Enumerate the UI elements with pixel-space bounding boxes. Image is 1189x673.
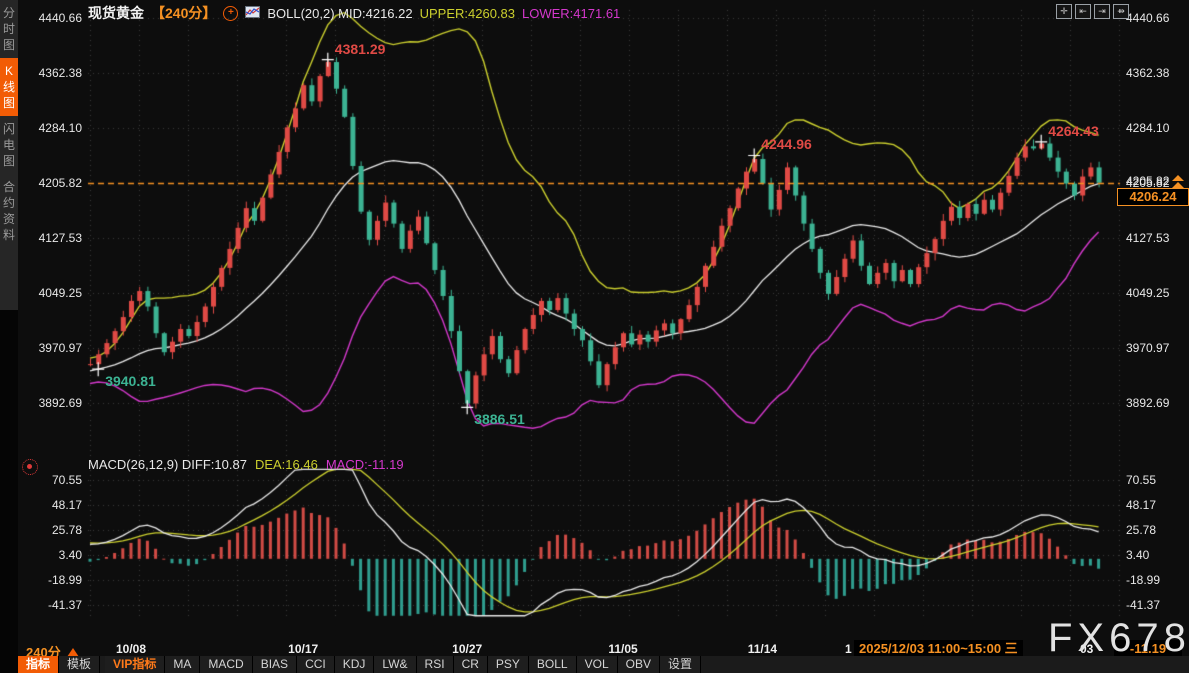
macd-tick-right: -41.37: [1126, 598, 1161, 612]
swing-low-label: 3886.51: [474, 411, 525, 428]
sidebar: 分时图 K线图闪电图合约资料: [0, 0, 18, 673]
price-tick-right: 4440.66: [1126, 11, 1170, 25]
period-selector[interactable]: 【240分】: [151, 5, 217, 21]
macd-tick-right: -18.99: [1126, 573, 1161, 587]
toolbar-button[interactable]: PSY: [487, 656, 529, 673]
macd-tick-left: 48.17: [51, 497, 82, 512]
fx678-watermark: FX678: [1048, 616, 1189, 660]
price-tick-left: 4284.10: [38, 120, 82, 135]
macd-tick-left: 70.55: [51, 473, 82, 487]
sidebar-tab-item[interactable]: 闪电图: [2, 122, 15, 168]
price-tick-right: 3892.69: [1126, 396, 1170, 410]
indicator-toolbar: 指标 模板 VIP指标 MA MACD BIAS CCI KDJ LW& RSI CR PSY BOLL…: [18, 656, 1189, 673]
date-tick-partial: 1: [845, 642, 852, 656]
date-tick: 10/17: [288, 642, 319, 656]
sidebar-tab-item[interactable]: 合约资料: [2, 180, 15, 242]
price-tick-right: 4049.25: [1126, 286, 1170, 300]
shift-right-icon[interactable]: ⇻: [1113, 4, 1129, 19]
toolbar-button[interactable]: 设置: [659, 656, 701, 673]
date-tick: 10/08: [115, 642, 147, 656]
price-tick-right: 4362.38: [1126, 65, 1170, 80]
toolbar-button[interactable]: RSI: [416, 656, 454, 673]
sidebar-tab-item[interactable]: 分时图: [2, 6, 15, 52]
toolbar-button[interactable]: 指标: [18, 656, 60, 673]
price-up-arrows-icon: [1172, 174, 1184, 189]
macd-tick-right: 48.17: [1126, 497, 1157, 512]
circle-plus-icon[interactable]: +: [223, 5, 239, 21]
drawing-anchor-icon[interactable]: [22, 459, 38, 475]
price-tick-right: 4284.10: [1126, 120, 1170, 135]
macd-tick-left: -18.99: [47, 573, 82, 587]
corner-value-box: -11.19: [1114, 640, 1182, 657]
compress-right-icon[interactable]: ⇥: [1094, 4, 1110, 19]
macd-tick-left: 25.78: [51, 523, 82, 537]
price-tick-left: 4049.25: [38, 286, 82, 300]
boll-mid-readout: BOLL(20,2) MID:4216.22: [267, 5, 413, 21]
up-triangle-icon: [66, 648, 79, 657]
macd-tick-left: 3.40: [58, 547, 82, 562]
toolbar-button[interactable]: CCI: [297, 656, 335, 673]
toolbar-button[interactable]: MACD: [200, 656, 253, 673]
macd-diff-readout: MACD(26,12,9) DIFF:10.87: [88, 457, 247, 472]
sidebar-tabs: 分时图 K线图闪电图合约资料: [0, 0, 18, 310]
macd-dea-readout: DEA:16.46: [254, 457, 318, 472]
symbol-name: 现货黄金: [88, 5, 144, 21]
axis-price-label: 4205.82: [1126, 173, 1170, 188]
pan-cross-icon[interactable]: ✛: [1056, 4, 1072, 19]
swing-low-label: 3940.81: [105, 373, 156, 390]
current-price-badge: 4206.24: [1117, 187, 1189, 206]
macd-tick-left: -41.37: [47, 598, 82, 612]
date-tick: 11/05: [608, 642, 638, 656]
toolbar-button[interactable]: 模板: [59, 656, 101, 673]
swing-high-label: 4264.43: [1048, 122, 1099, 139]
toolbar-button[interactable]: VIP指标: [105, 656, 166, 673]
price-tick-left: 4205.82: [38, 175, 82, 190]
toolbar-button[interactable]: OBV: [617, 656, 660, 673]
boll-upper-readout: UPPER:4260.83: [419, 5, 516, 21]
chart-header: 现货黄金 【240分】 + BOLL(20,2) MID:4216.22 UPP…: [88, 3, 620, 23]
toolbar-button[interactable]: LW&: [374, 656, 417, 673]
date-tick-partial: 03: [1080, 642, 1094, 656]
toolbar-button[interactable]: VOL: [576, 656, 618, 673]
boll-lower-readout: LOWER:4171.61: [522, 5, 621, 21]
toolbar-button[interactable]: CR: [453, 656, 488, 673]
macd-tick-right: 3.40: [1126, 547, 1150, 562]
price-tick-left: 3892.69: [38, 396, 82, 410]
price-tick-left: 4440.66: [38, 11, 82, 25]
swing-high-label: 4381.29: [334, 40, 386, 57]
price-tick-left: 4362.38: [38, 65, 82, 80]
price-tick-right: 3970.97: [1126, 341, 1170, 355]
macd-tick-right: 25.78: [1126, 523, 1157, 537]
macd-header: MACD(26,12,9) DIFF:10.87 DEA:16.46 MACD:…: [88, 457, 404, 472]
price-tick-right: 4205.82: [1126, 175, 1170, 190]
price-tick-left: 3970.97: [38, 341, 82, 355]
window-buttons: ✛ ⇤ ⇥ ⇻: [1056, 4, 1129, 19]
toolbar-button[interactable]: BOLL: [528, 656, 577, 673]
toolbar-button[interactable]: KDJ: [334, 656, 375, 673]
hovered-bar-time-tooltip: 2025/12/03 11:00~15:00 三: [854, 640, 1023, 657]
toolbar-button[interactable]: MA: [165, 656, 201, 673]
price-tick-left: 4127.53: [38, 231, 82, 245]
macd-value-readout: MACD:-11.19: [325, 457, 404, 472]
price-tick-right: 4127.53: [1126, 231, 1170, 245]
swing-high-label: 4244.96: [761, 136, 812, 153]
toolbar-button[interactable]: BIAS: [252, 656, 298, 673]
date-tick: 11/14: [747, 642, 778, 656]
date-tick: 10/27: [452, 642, 483, 656]
indicator-chart-icon[interactable]: [245, 5, 261, 21]
compress-left-icon[interactable]: ⇤: [1075, 4, 1091, 19]
sidebar-tab-active[interactable]: K线图: [0, 58, 18, 116]
macd-tick-right: 70.55: [1126, 473, 1157, 487]
